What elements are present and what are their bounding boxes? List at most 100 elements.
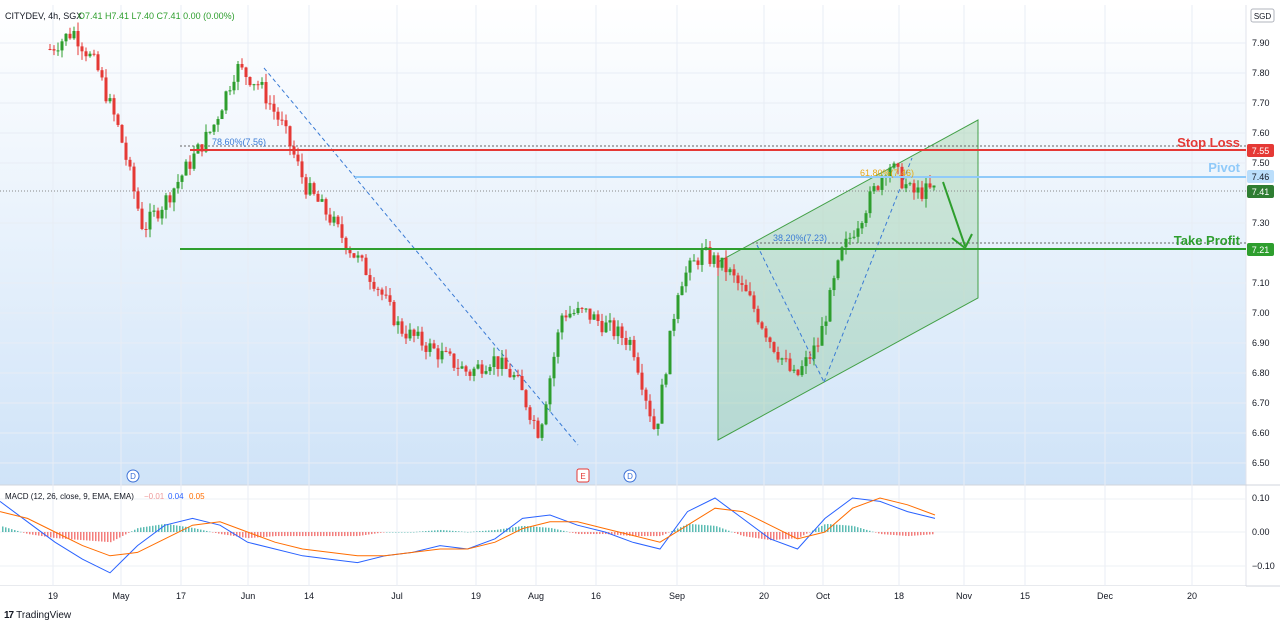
macd-hist-bar [620,532,622,536]
price-tick-label: 7.30 [1252,218,1270,228]
macd-hist-bar [797,532,799,539]
time-ticks: 19 May 17 Jun 14 Jul 19 Aug 16 Sep 20 Oct 18 Nov 15 Dec… [48,591,1197,601]
macd-pane[interactable] [0,497,1246,574]
macd-hist-bar [140,527,142,532]
macd-hist-bar [749,532,751,538]
macd-hist-bar [527,526,529,532]
macd-hist-bar [512,527,514,532]
candle-body [824,321,828,326]
candle-body [276,111,280,120]
macd-hist-bar [509,527,511,532]
macd-hist-bar [593,532,595,535]
macd-hist-bar [248,532,250,539]
candle-body [188,161,192,169]
candle-body [684,272,688,287]
candle-body [332,216,336,223]
trend-line-sep[interactable] [756,244,825,383]
trend-line-oct[interactable] [823,157,913,383]
currency-box[interactable] [1250,8,1275,23]
macd-hist-bar [230,532,232,536]
macd-hist-bar [821,525,823,532]
footer-brand[interactable]: 17 TradingView [4,610,71,621]
candle-body [880,177,884,190]
macd-hist-bar [347,532,349,537]
candle-body [316,193,320,202]
macd-hist-bar [236,532,238,537]
macd-hist-bar [731,531,733,533]
macd-hist-bar [893,532,895,536]
candle-body [296,154,300,162]
dividend-marker[interactable]: D [126,469,140,483]
macd-hist-bar [884,532,886,535]
time-tick-label: Aug [528,591,544,601]
macd-hist-bar [662,532,664,536]
macd-hist-bar [206,530,208,532]
macd-hist-bar [113,532,115,541]
macd-hist-bar [437,530,439,532]
macd-hist-bar [377,532,379,534]
macd-hist-bar [830,524,832,532]
macd-hist-bar [551,528,553,532]
macd-hist-bar [251,532,253,538]
candle-body [928,183,932,188]
candle-body [68,33,72,39]
candle-body [208,131,212,133]
candle-body [184,161,188,176]
macd-hist-bar [83,532,85,541]
time-axis[interactable] [0,586,1246,606]
trend-line-down[interactable] [263,67,579,446]
candle-body [804,357,808,367]
macd-hist-bar [281,532,283,537]
candle-body [572,313,576,315]
candle-body [196,144,200,154]
macd-hist-bar [368,532,370,535]
macd-hist-bar [323,532,325,537]
macd-hist-bar [443,530,445,532]
candle-body [500,357,504,369]
macd-hist-bar [20,531,22,533]
price-axis[interactable] [1246,5,1280,586]
dividend-marker-2[interactable]: D [623,469,637,483]
macd-hist-bar [722,528,724,532]
macd-hist-bar [389,532,391,533]
macd-hist-bar [29,532,31,535]
candle-body [856,228,860,237]
candle-body [876,186,880,190]
candle-body [480,364,484,374]
macd-hist-bar [128,532,130,533]
macd-hist-bar [371,532,373,535]
macd-hist-bar [185,526,187,532]
macd-hist-bar [755,532,757,538]
macd-hist-bar [827,523,829,532]
symbol-title[interactable]: CITYDEV, 4h, SGX [5,11,82,21]
macd-hist-bar [176,525,178,532]
macd-hist-bar [152,525,154,532]
macd-hist-bar [68,532,70,540]
svg-text:D: D [627,472,633,481]
price-candles[interactable] [48,22,936,441]
rising-channel[interactable] [717,119,979,441]
macd-hist-bar [602,532,604,535]
candle-body [536,420,540,438]
macd-hist-bar [470,531,472,533]
macd-legend[interactable]: MACD (12, 26, close, 9, EMA, EMA) [5,492,134,501]
candle-body [476,364,480,369]
macd-hist-bar [785,532,787,540]
ohlc-readout: O7.41 H7.41 L7.40 C7.41 0.00 (0.00%) [78,11,235,21]
candle-body [920,187,924,199]
candle-body [448,351,452,354]
projection-arrow[interactable] [942,181,973,250]
macd-hist-bar [374,532,376,534]
macd-hist-bar [398,532,400,533]
main-pane[interactable] [0,5,1246,485]
macd-hist-bar [698,524,700,532]
svg-text:D: D [130,472,136,481]
candle-body [56,50,60,52]
candle-body [756,308,760,323]
macd-hist-bar [536,526,538,532]
earnings-marker[interactable]: E [576,468,590,483]
candle-body [808,357,812,359]
price-tick-label: 6.80 [1252,368,1270,378]
candle-body [848,237,852,239]
